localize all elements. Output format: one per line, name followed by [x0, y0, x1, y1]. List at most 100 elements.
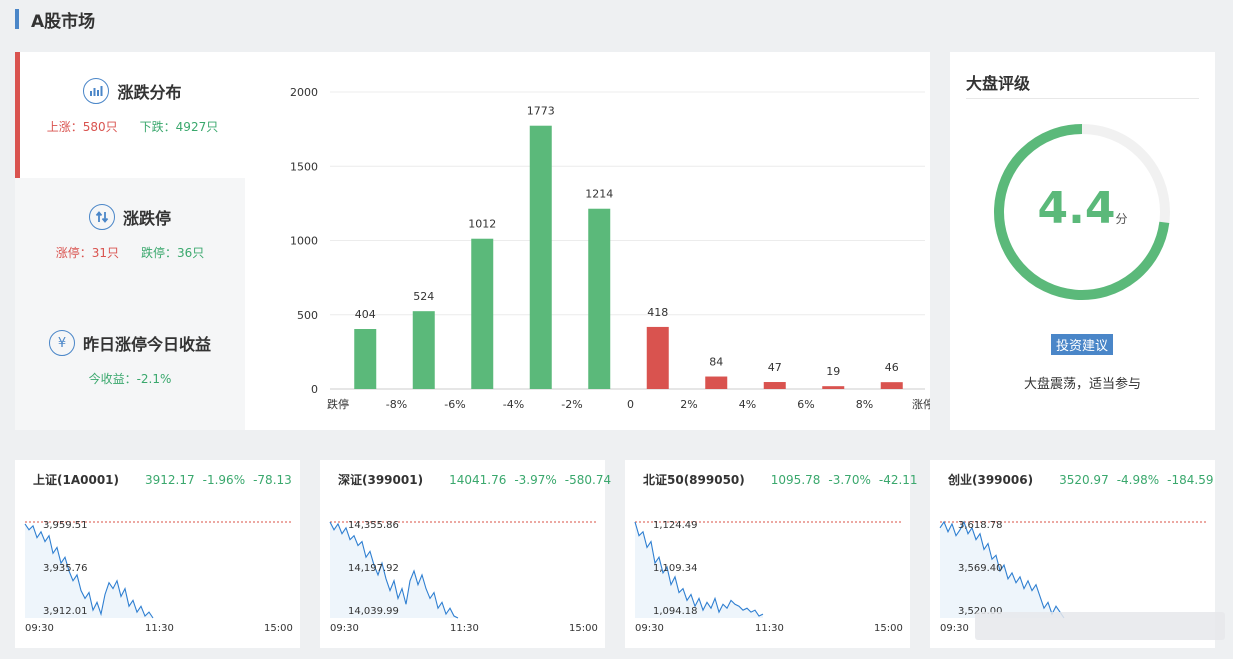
rating-title: 大盘评级	[966, 74, 1031, 93]
page-title: A股市场	[31, 11, 96, 32]
bar-value-label: 418	[647, 306, 668, 319]
area-fill	[635, 521, 763, 618]
bar	[822, 386, 845, 389]
bar	[763, 382, 786, 389]
bar-value-label: 524	[413, 290, 434, 303]
y-tick-label: 0	[311, 383, 318, 396]
tab-distribution[interactable]: 涨跌分布 上涨：580只 下跌：4927只	[15, 52, 245, 178]
y-axis-label: 1,124.49	[653, 520, 698, 531]
gauge-arc	[994, 124, 1170, 300]
bar	[471, 238, 494, 389]
tab-yesterday-limit[interactable]: ¥ 昨日涨停今日收益 今收益：-2.1%	[15, 304, 245, 430]
index-name: 深证(399001)	[338, 473, 424, 487]
y-axis-label: 3,569.40	[958, 563, 1003, 574]
time-label-open: 09:30	[330, 623, 359, 634]
bar	[880, 382, 903, 389]
y-axis-label: 3,912.01	[43, 606, 88, 617]
y-axis-label: 3,935.76	[43, 563, 88, 574]
bar	[588, 208, 611, 389]
bar-chart-icon	[83, 78, 110, 104]
section-header: A股市场	[15, 8, 96, 32]
y-axis-label: 14,197.92	[348, 563, 399, 574]
rating-gauge	[994, 124, 1170, 300]
index-change: -42.11	[878, 472, 918, 487]
price-line	[24, 523, 154, 619]
area-fill	[940, 521, 1064, 618]
index-card-bj50[interactable]: 北证50(899050) 1095.78 -3.70% -42.11 1,124.4…	[625, 460, 918, 648]
y-axis-label: 14,355.86	[348, 520, 399, 531]
y-tick-label: 500	[297, 309, 318, 322]
y-axis-label: 3,959.51	[43, 520, 88, 531]
intraday-chart: 3,618.78 3,569.40 3,520.00	[939, 520, 1208, 619]
time-label-noon: 11:30	[145, 623, 174, 634]
index-name: 上证(1A0001)	[33, 473, 120, 487]
bar	[529, 125, 552, 389]
x-tick-label: 8%	[856, 398, 873, 411]
index-pct: -3.97%	[514, 472, 557, 487]
area-fill	[330, 521, 458, 618]
advice-text: 大盘震荡，适当参与	[1023, 377, 1141, 392]
y-axis-label: 1,109.34	[653, 563, 698, 574]
score-value: 4.4	[1037, 183, 1116, 234]
tab-list: 涨跌分布 上涨：580只 下跌：4927只 涨跌停 涨停：31只 跌停：36只 …	[15, 52, 245, 430]
index-price: 3912.17	[145, 472, 195, 487]
bar-value-label: 84	[709, 356, 723, 369]
area-fill	[25, 523, 153, 618]
tab-limit[interactable]: 涨跌停 涨停：31只 跌停：36只	[15, 178, 245, 304]
market-rating-panel: 大盘评级 4.4分 投资建议 大盘震荡，适当参与	[950, 52, 1215, 430]
intraday-chart: 1,124.49 1,109.34 1,094.18	[634, 520, 903, 618]
price-line	[329, 521, 459, 619]
y-axis-label: 3,520.00	[958, 606, 1003, 617]
x-tick-label: -4%	[503, 398, 524, 411]
bar	[412, 311, 435, 389]
advice-badge: 投资建议	[1051, 334, 1114, 355]
y-tick-label: 1500	[290, 160, 318, 173]
rating-score: 4.4分	[950, 183, 1215, 234]
y-axis-label: 3,618.78	[958, 520, 1003, 531]
bar-value-label: 46	[885, 361, 899, 374]
intraday-chart: 3,959.51 3,935.76 3,912.01	[24, 520, 293, 619]
bar-value-label: 19	[826, 365, 840, 378]
price-line	[939, 520, 1065, 619]
fall-count: 下跌：4927只	[139, 120, 219, 134]
x-tick-label: -6%	[444, 398, 465, 411]
x-tick-label: 跌停	[327, 397, 349, 411]
index-pct: -3.70%	[828, 472, 871, 487]
index-price: 1095.78	[770, 472, 821, 487]
x-tick-label: 2%	[680, 398, 697, 411]
index-card-sz[interactable]: 深证(399001) 14041.76 -3.97% -580.74 14,355.…	[320, 460, 611, 648]
price-line	[634, 521, 764, 617]
x-tick-label: -8%	[386, 398, 407, 411]
index-change: -78.13	[253, 472, 292, 487]
y-axis-label: 14,039.99	[348, 606, 399, 617]
time-label-noon: 11:30	[450, 623, 479, 634]
yen-icon: ¥	[48, 330, 75, 356]
time-label-close: 15:00	[874, 623, 903, 634]
limit-up-count: 涨停：31只	[55, 246, 119, 260]
today-return: 今收益：-2.1%	[88, 372, 172, 386]
time-label-close: 15:00	[264, 623, 293, 634]
index-change: -580.74	[564, 472, 612, 487]
swap-arrows-icon	[88, 204, 115, 230]
bar-value-label: 1773	[527, 105, 555, 118]
bar-chart-svg: 0 500 1000 1500 2000 跌停 -8% -6% -4% -2% 0 2% 4% 6% 8% 涨…	[290, 86, 934, 411]
x-tick-label: 6%	[797, 398, 814, 411]
tab-label: 昨日涨停今日收益	[82, 335, 211, 354]
title-accent-bar	[15, 9, 19, 29]
limit-down-count: 跌停：36只	[141, 246, 205, 260]
time-label-open: 09:30	[940, 623, 969, 634]
distribution-chart: 0 500 1000 1500 2000 跌停 -8% -6% -4% -2% 0 2% 4% 6% 8% 涨…	[245, 52, 934, 430]
index-pct: -4.98%	[1116, 472, 1160, 487]
index-card-sh[interactable]: 上证(1A0001) 3912.17 -1.96% -78.13 3,959.51 3…	[15, 460, 300, 648]
rise-count: 上涨：580只	[46, 120, 118, 134]
bar	[646, 326, 669, 389]
x-tick-label: 0	[627, 398, 634, 411]
bar	[354, 329, 377, 389]
index-pct: -1.96%	[202, 472, 246, 487]
x-tick-label: 4%	[739, 398, 756, 411]
bar-value-label: 1214	[585, 188, 613, 201]
bar-value-label: 47	[768, 361, 782, 374]
tab-label: 涨跌停	[122, 209, 171, 228]
y-axis-label: 1,094.18	[653, 606, 698, 617]
index-price: 14041.76	[449, 472, 507, 487]
